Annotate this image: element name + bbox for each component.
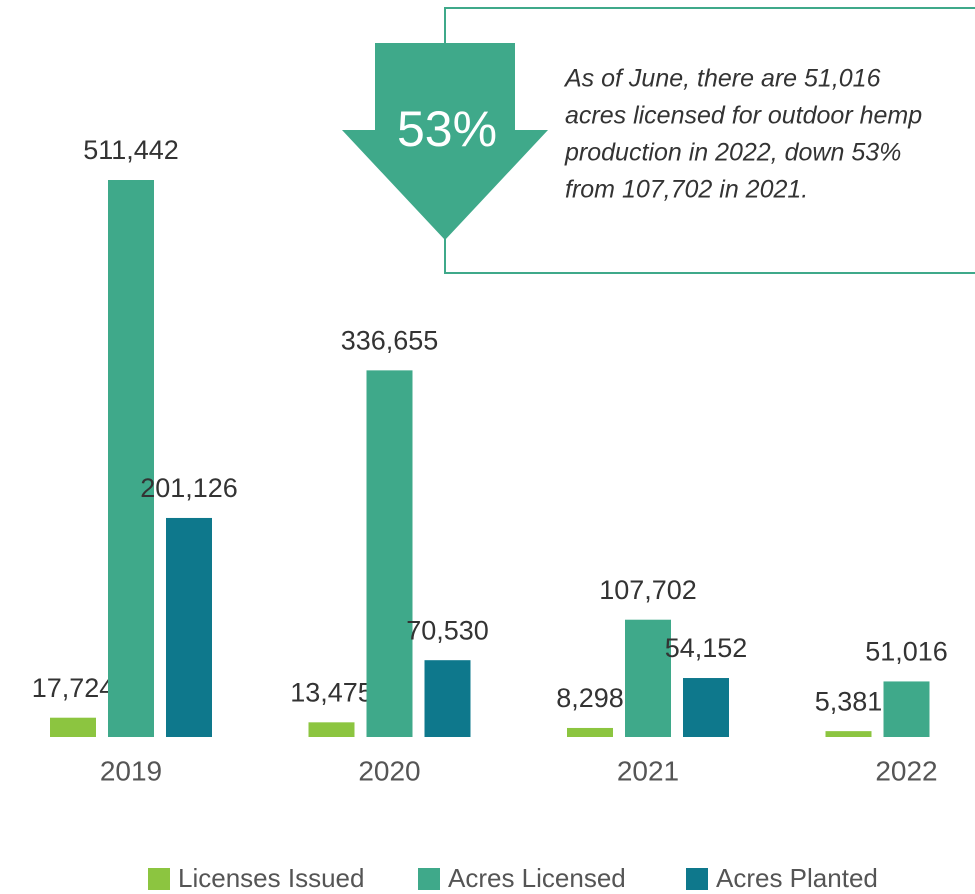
value-label: 5,381 [815,686,883,716]
bar [424,660,471,737]
value-label: 54,152 [665,633,748,663]
legend-swatch [418,868,440,890]
x-tick-label: 2019 [100,755,162,786]
value-label: 511,442 [83,135,179,165]
annotation: from 107,702 in 2021. [565,176,808,204]
bar [825,731,872,737]
legend-swatch [686,868,708,890]
x-tick-label: 2022 [875,755,937,786]
value-label: 70,530 [406,615,489,645]
value-label: 8,298 [556,683,624,713]
value-label: 13,475 [290,677,373,707]
legend-label: Acres Planted [716,863,878,893]
bar [883,681,930,737]
callout: 53% [397,101,497,157]
bar [567,727,613,737]
annotation: As of June, there are 51,016 [563,65,881,93]
value-label: 201,126 [140,473,238,503]
value-label: 336,655 [341,325,439,355]
x-tick-label: 2021 [617,755,679,786]
bar [108,180,154,737]
legend-label: Acres Licensed [448,863,626,893]
bar [625,619,671,737]
x-tick-label: 2020 [358,755,420,786]
annotation: production in 2022, down 53% [564,139,901,167]
value-label: 51,016 [865,637,948,667]
bar [166,517,212,737]
bar [366,370,413,737]
legend-label: Licenses Issued [178,863,364,893]
arrow [342,43,548,240]
annotation: acres licensed for outdoor hemp [565,102,922,130]
bar [308,722,355,737]
value-label: 17,724 [32,673,115,703]
value-label: 107,702 [599,575,697,605]
bar [50,717,96,737]
bar [683,678,729,737]
legend-swatch [148,868,170,890]
